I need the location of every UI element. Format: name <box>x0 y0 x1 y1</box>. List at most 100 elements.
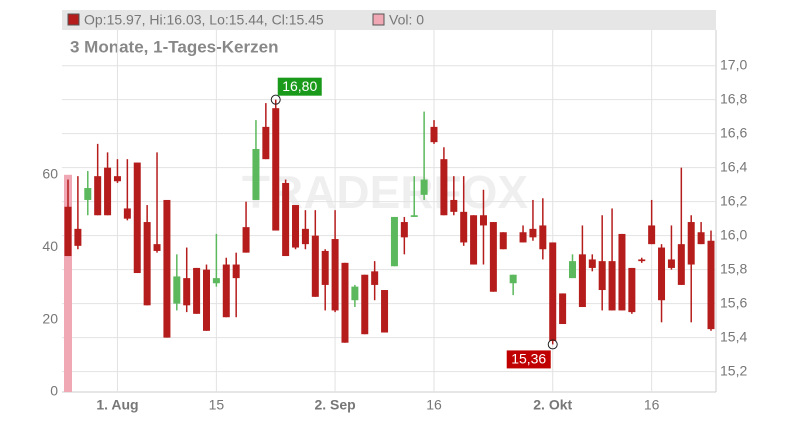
candle-body <box>707 240 715 330</box>
candle-body <box>529 228 537 238</box>
candle-body <box>430 126 438 143</box>
annotation-label: 15,36 <box>511 351 546 367</box>
candle-body <box>212 278 220 284</box>
candle-body <box>400 222 408 238</box>
y-tick-label: 16,4 <box>720 158 747 174</box>
candle-body <box>104 167 112 216</box>
candle-body <box>331 239 339 311</box>
candle-body <box>272 108 280 231</box>
candle-body <box>64 206 72 257</box>
y-tick-label: 16,2 <box>720 192 747 208</box>
x-tick-label: 2. Okt <box>533 397 572 413</box>
candle-body <box>311 235 319 297</box>
candle-body <box>460 211 468 243</box>
candle-body <box>559 293 567 325</box>
header-vol: Vol: 0 <box>389 12 424 28</box>
candle-body <box>133 162 141 274</box>
legend-swatch <box>67 13 80 26</box>
candle-body <box>648 225 656 245</box>
candle-body <box>193 267 201 314</box>
candle-body <box>341 262 349 343</box>
candle-body <box>450 199 458 212</box>
candle-body <box>351 286 359 301</box>
annotation-box <box>506 350 551 369</box>
candle-body <box>489 222 497 292</box>
y-tick-label: 16,0 <box>720 226 747 242</box>
x-tick-label: 2. Sep <box>314 397 355 413</box>
y-tick-label: 15,6 <box>720 294 747 310</box>
candle-body <box>608 261 616 311</box>
candle-body <box>588 259 596 268</box>
candle-body <box>301 228 309 245</box>
candle-body <box>183 278 191 306</box>
candle-body <box>74 228 82 246</box>
candle-body <box>618 233 626 311</box>
candle-body <box>658 247 666 301</box>
candle-body <box>94 176 102 216</box>
candle-body <box>173 276 181 304</box>
candle-body <box>549 242 557 342</box>
candle-body <box>410 215 418 217</box>
candle-body <box>578 254 586 308</box>
candle-body <box>390 216 398 267</box>
candle-body <box>242 227 250 253</box>
candle-body <box>667 259 675 268</box>
candle-body <box>84 188 92 200</box>
candle-body <box>677 244 685 285</box>
annotation-label: 16,80 <box>282 78 317 94</box>
candle-body <box>371 271 379 285</box>
candle-body <box>519 232 527 243</box>
subtitle: 3 Monate, 1-Tages-Kerzen <box>70 37 278 56</box>
candle-body <box>479 215 487 226</box>
header-ohlc: Op:15.97, Hi:16.03, Lo:15.44, Cl:15.45 <box>84 12 324 28</box>
x-tick-label: 15 <box>209 397 225 413</box>
candle-body <box>321 250 329 285</box>
annotation-marker <box>270 94 281 105</box>
candle-body <box>420 179 428 195</box>
candle-body <box>381 290 389 333</box>
candle-body <box>222 264 230 318</box>
volume-bar <box>64 174 72 392</box>
candle-body <box>282 182 290 257</box>
candle-body <box>470 215 478 265</box>
candle-body <box>262 126 270 160</box>
legend-swatch <box>372 13 385 26</box>
x-tick-label: 1. Aug <box>96 397 138 413</box>
candle-body <box>361 274 369 335</box>
candle-body <box>569 261 577 279</box>
volume-tick-label: 40 <box>42 238 58 254</box>
volume-tick-label: 0 <box>50 383 58 399</box>
y-tick-label: 17,0 <box>720 56 747 72</box>
candle-body <box>153 244 161 251</box>
candle-body <box>539 225 547 250</box>
candle-body <box>202 269 210 331</box>
candle-body <box>499 232 507 250</box>
candle-body <box>232 264 240 279</box>
y-tick-label: 15,4 <box>720 328 747 344</box>
annotation-marker <box>547 339 558 350</box>
volume-tick-label: 20 <box>42 310 58 326</box>
candle-body <box>113 176 121 182</box>
volume-tick-label: 60 <box>42 166 58 182</box>
y-tick-label: 15,2 <box>720 362 747 378</box>
candle-body <box>292 205 300 248</box>
candle-body <box>638 259 646 262</box>
header-bar <box>62 10 716 30</box>
y-tick-label: 16,8 <box>720 90 747 106</box>
y-tick-label: 15,8 <box>720 260 747 276</box>
candle-body <box>687 222 695 265</box>
candle-body <box>143 222 151 306</box>
watermark: TRADERFOX <box>242 166 529 218</box>
x-tick-label: 16 <box>426 397 442 413</box>
x-tick-label: 16 <box>644 397 660 413</box>
candle-body <box>252 148 260 200</box>
y-tick-label: 16,6 <box>720 124 747 140</box>
candle-body <box>440 159 448 216</box>
candle-body <box>123 208 131 219</box>
candle-body <box>628 267 636 313</box>
candle-body <box>697 232 705 245</box>
candle-body <box>509 274 517 284</box>
candle-body <box>163 199 171 338</box>
candle-body <box>598 261 606 291</box>
